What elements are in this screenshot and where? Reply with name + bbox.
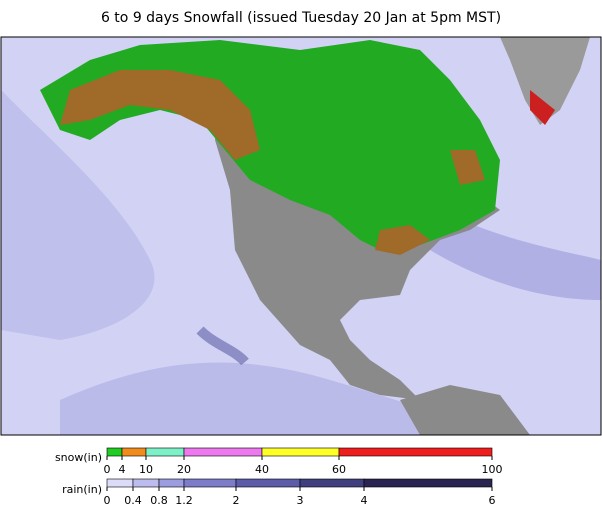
snow-heavy <box>375 225 430 255</box>
snow-legend-swatch <box>338 447 493 457</box>
snow-legend-tick-label: 60 <box>332 463 346 476</box>
rain-legend-tick-label: 3 <box>297 494 304 506</box>
snow-heavy <box>60 70 260 160</box>
rain-legend-tick-label: 0.4 <box>124 494 142 506</box>
rain-legend-swatch <box>158 478 185 488</box>
rain-legend-tick-label: 1.2 <box>175 494 193 506</box>
rain-band <box>196 326 249 366</box>
rain-legend-tick-label: 0 <box>104 494 111 506</box>
rain-legend-swatch <box>235 478 301 488</box>
snow-legend-tick-label: 100 <box>482 463 503 476</box>
rain-legend-swatch <box>132 478 160 488</box>
map-frame <box>0 36 602 436</box>
rain-legend-tick-label: 4 <box>361 494 368 506</box>
snow-legend-tick-label: 0 <box>104 463 111 476</box>
rain-legend-tick-label: 6 <box>489 494 496 506</box>
map-title: 6 to 9 days Snowfall (issued Tuesday 20 … <box>101 10 501 26</box>
map <box>0 36 602 436</box>
rain-legend-swatch <box>299 478 365 488</box>
snow-legend-tick-label: 4 <box>119 463 126 476</box>
rain-legend-swatch <box>106 478 134 488</box>
rain-legend-swatch <box>183 478 237 488</box>
snow-legend-tick-label: 20 <box>177 463 191 476</box>
snow-legend-swatch <box>261 447 340 457</box>
rain-band <box>430 210 601 300</box>
snow-legend-tick-label: 40 <box>255 463 269 476</box>
snow-legend-swatch <box>183 447 263 457</box>
snow-legend-label: snow(in) <box>55 451 102 464</box>
rain-legend-tick-label: 2 <box>233 494 240 506</box>
snow-heavy <box>530 90 555 125</box>
rain-legend-swatch <box>363 478 493 488</box>
rain-band <box>1 90 155 340</box>
snow-legend-swatch <box>121 447 147 457</box>
rain-legend-label: rain(in) <box>62 483 102 496</box>
snow-legend-swatch <box>145 447 185 457</box>
greenland <box>500 37 590 125</box>
land <box>400 385 530 435</box>
rain-band <box>60 362 520 435</box>
snow-legend-tick-label: 10 <box>139 463 153 476</box>
snow-legend-swatch <box>106 447 123 457</box>
snow-heavy <box>450 150 485 185</box>
rain-legend-tick-label: 0.8 <box>150 494 168 506</box>
